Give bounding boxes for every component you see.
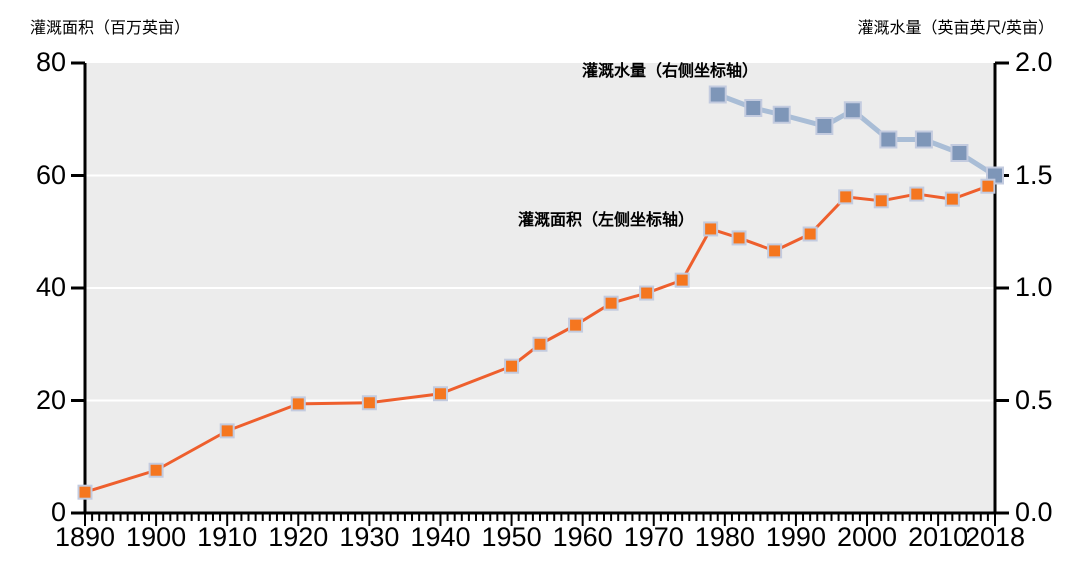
y-right-tick-label: 1.0 xyxy=(1015,272,1053,302)
data-point-marker-irrigated-area xyxy=(731,230,747,246)
data-point-marker-irrigated-area xyxy=(703,221,719,237)
x-tick-label: 1960 xyxy=(552,522,613,552)
y-left-tick-label: 40 xyxy=(35,272,66,302)
x-tick-label: 2010 xyxy=(908,522,969,552)
data-point-marker-irrigated-area xyxy=(767,243,783,259)
right-axis-title: 灌溉水量（英亩英尺/英亩） xyxy=(857,20,1054,37)
data-point-marker-water-application-rate xyxy=(772,105,791,124)
data-point-marker-irrigated-area xyxy=(838,189,854,205)
data-point-marker-irrigated-area xyxy=(909,186,925,202)
data-point-marker-water-application-rate xyxy=(843,101,862,120)
left-axis-title: 灌溉面积（百万英亩） xyxy=(30,20,191,37)
x-tick-label: 1910 xyxy=(197,522,258,552)
x-tick-label: 1950 xyxy=(481,522,542,552)
y-right-tick-label: 1.5 xyxy=(1015,159,1053,190)
data-point-marker-irrigated-area xyxy=(980,178,996,194)
series-label-water-application-rate: 灌溉水量（右侧坐标轴） xyxy=(582,63,759,80)
x-tick-label: 1970 xyxy=(623,522,684,552)
data-point-marker-irrigated-area xyxy=(219,423,235,439)
data-point-marker-water-application-rate xyxy=(879,130,898,149)
data-point-marker-irrigated-area xyxy=(639,285,655,301)
x-tick-label: 1980 xyxy=(694,522,755,552)
x-tick-label: 1890 xyxy=(54,522,116,552)
x-tick-label: 2000 xyxy=(836,522,898,552)
y-right-tick-label: 2.0 xyxy=(1015,47,1053,77)
data-point-marker-irrigated-area xyxy=(568,317,584,333)
x-tick-label: 2018 xyxy=(964,522,1026,552)
data-point-marker-irrigated-area xyxy=(290,396,306,412)
data-point-marker-irrigated-area xyxy=(532,336,548,352)
data-point-marker-water-application-rate xyxy=(815,117,834,135)
x-tick-label: 1920 xyxy=(268,522,329,552)
y-right-tick-label: 0.0 xyxy=(1015,497,1053,527)
y-left-tick-label: 60 xyxy=(35,159,66,190)
y-left-tick-label: 0 xyxy=(50,497,66,527)
data-point-marker-irrigated-area xyxy=(674,272,690,288)
y-left-tick-label: 80 xyxy=(35,47,66,77)
data-point-marker-water-application-rate xyxy=(708,85,727,104)
data-point-marker-irrigated-area xyxy=(603,295,619,311)
data-point-marker-irrigated-area xyxy=(77,484,93,500)
x-tick-label: 1990 xyxy=(765,522,826,552)
x-tick-label: 1900 xyxy=(126,522,187,552)
data-point-marker-irrigated-area xyxy=(802,226,818,242)
data-point-marker-water-application-rate xyxy=(744,99,763,117)
x-tick-label: 1940 xyxy=(410,522,471,552)
data-point-marker-irrigated-area xyxy=(432,386,448,402)
data-point-marker-water-application-rate xyxy=(950,144,969,162)
y-right-tick-label: 0.5 xyxy=(1015,384,1053,415)
data-point-marker-irrigated-area xyxy=(148,462,164,478)
y-left-tick-label: 20 xyxy=(35,384,66,415)
data-point-marker-irrigated-area xyxy=(361,395,377,411)
data-point-marker-irrigated-area xyxy=(504,358,520,374)
data-point-marker-irrigated-area xyxy=(873,193,889,209)
x-tick-label: 1930 xyxy=(339,522,400,552)
data-point-marker-irrigated-area xyxy=(944,191,960,207)
series-label-irrigated-area: 灌溉面积（左侧坐标轴） xyxy=(518,212,695,229)
data-point-marker-water-application-rate xyxy=(914,130,933,149)
